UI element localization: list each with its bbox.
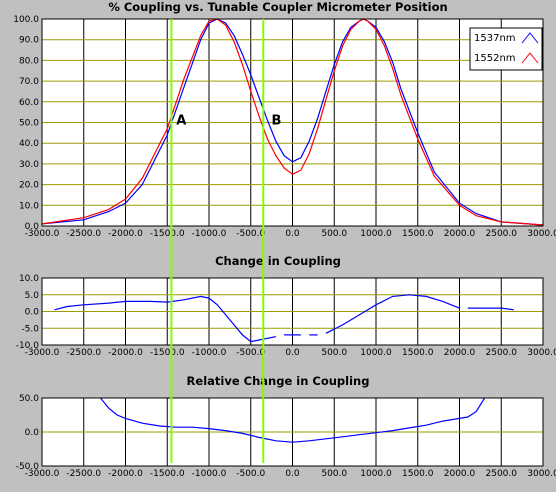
x-tick-label: 0.0 [285, 348, 300, 358]
x-tick-label: 1500.0 [402, 469, 434, 479]
x-tick-label: 500.0 [321, 469, 347, 479]
x-tick-label: -2000.0 [108, 348, 143, 358]
annotation-B: B [271, 114, 281, 129]
x-tick-label: 2000.0 [444, 348, 476, 358]
middle-chart-title: Change in Coupling [215, 254, 341, 268]
x-tick-label: -500.0 [236, 469, 265, 479]
x-tick-label: -2500.0 [66, 469, 101, 479]
x-tick-label: 1000.0 [360, 469, 392, 479]
x-tick-label: 1000.0 [360, 348, 392, 358]
x-tick-label: -1000.0 [192, 469, 227, 479]
y-tick-label: 50.0 [19, 394, 39, 404]
y-tick-label: 5.0 [25, 291, 40, 301]
series-1537nm-line [41, 18, 544, 226]
y-tick-label: 0.0 [25, 222, 40, 232]
legend-label: 1537nm [474, 33, 516, 44]
x-tick-label: 2000.0 [444, 229, 476, 239]
x-tick-label: 0.0 [285, 469, 300, 479]
x-tick-label: -500.0 [236, 229, 265, 239]
y-tick-label: 80.0 [19, 56, 39, 66]
x-tick-label: -3000.0 [25, 348, 60, 358]
y-tick-label: 10.0 [19, 274, 39, 284]
y-tick-label: 0.0 [25, 428, 40, 438]
x-tick-label: -3000.0 [25, 229, 60, 239]
y-tick-label: -10.0 [16, 341, 40, 351]
y-tick-label: 40.0 [19, 139, 39, 149]
x-tick-label: -1500.0 [150, 469, 185, 479]
legend-label: 1552nm [474, 53, 516, 64]
y-tick-label: -5.0 [21, 324, 39, 334]
plot-frame [41, 397, 544, 467]
x-tick-label: 3000.0 [527, 348, 556, 358]
x-tick-label: 500.0 [321, 229, 347, 239]
x-tick-label: -2500.0 [66, 348, 101, 358]
x-tick-label: 2500.0 [486, 348, 518, 358]
plot-frame [41, 18, 544, 227]
y-tick-label: 90.0 [19, 36, 39, 46]
x-tick-label: 0.0 [285, 229, 300, 239]
y-tick-label: 100.0 [13, 15, 39, 25]
y-tick-label: 60.0 [19, 98, 39, 108]
series-line [467, 307, 514, 311]
x-tick-label: 1000.0 [360, 229, 392, 239]
x-tick-label: -1000.0 [192, 229, 227, 239]
y-tick-label: 50.0 [19, 119, 39, 129]
x-tick-label: 500.0 [321, 348, 347, 358]
legend-box [469, 27, 543, 71]
x-tick-label: 2000.0 [444, 469, 476, 479]
x-tick-label: -500.0 [236, 348, 265, 358]
y-tick-label: 70.0 [19, 77, 39, 87]
y-tick-label: -50.0 [16, 462, 40, 472]
annotation-A: A [176, 114, 186, 129]
legend-swatch [521, 32, 539, 44]
x-tick-label: -2000.0 [108, 469, 143, 479]
x-tick-label: 1500.0 [402, 348, 434, 358]
x-tick-label: 3000.0 [527, 229, 556, 239]
series-line [325, 294, 460, 334]
series-line [54, 295, 276, 343]
top-chart-title: % Coupling vs. Tunable Coupler Micromete… [108, 0, 447, 14]
plot-frame [41, 277, 544, 346]
y-tick-label: 20.0 [19, 181, 39, 191]
x-tick-label: 2500.0 [486, 469, 518, 479]
legend-swatch [521, 52, 539, 64]
series-line [100, 397, 486, 443]
x-tick-label: -1500.0 [150, 348, 185, 358]
legend: 1537nm 1552nm [469, 27, 543, 71]
series-1552nm-line [41, 18, 544, 226]
bottom-chart-title: Relative Change in Coupling [187, 374, 370, 388]
y-tick-label: 10.0 [19, 201, 39, 211]
x-tick-label: 3000.0 [527, 469, 556, 479]
x-tick-label: -1500.0 [150, 229, 185, 239]
y-tick-label: 30.0 [19, 160, 39, 170]
x-tick-label: 2500.0 [486, 229, 518, 239]
x-tick-label: 1500.0 [402, 229, 434, 239]
x-tick-label: -1000.0 [192, 348, 227, 358]
x-tick-label: -2500.0 [66, 229, 101, 239]
y-tick-label: 0.0 [25, 308, 40, 318]
x-tick-label: -3000.0 [25, 469, 60, 479]
x-tick-label: -2000.0 [108, 229, 143, 239]
